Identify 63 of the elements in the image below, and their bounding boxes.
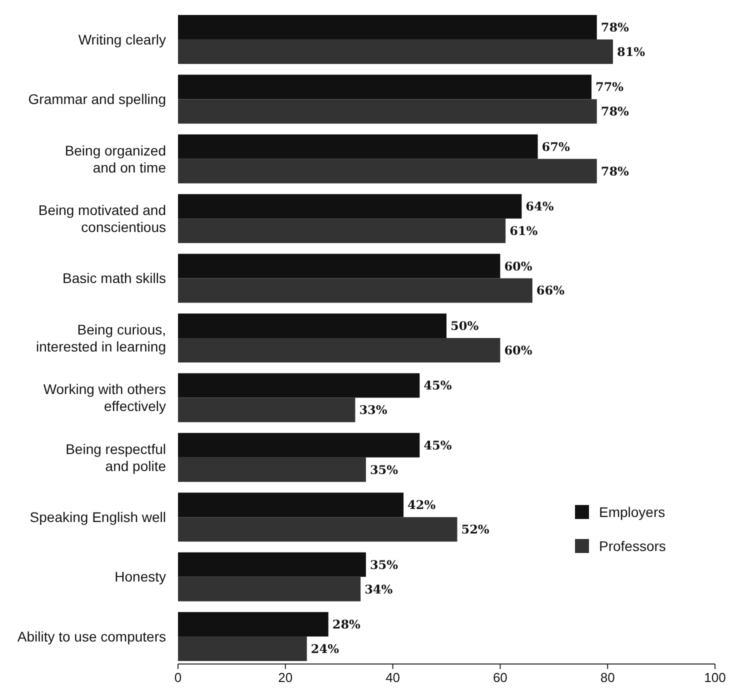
data-label: 24% [310, 642, 340, 656]
bar [178, 636, 307, 662]
legend-label: Employers [599, 504, 666, 520]
data-label: 78% [600, 104, 630, 119]
data-label: 45% [424, 378, 452, 393]
bar [178, 14, 597, 40]
y-tick-label: Working with others effectively [43, 381, 166, 414]
data-label: 78% [600, 20, 630, 34]
data-label: 52% [461, 522, 490, 537]
bar [178, 338, 500, 362]
data-label: 28% [332, 617, 362, 632]
bar [178, 278, 532, 303]
bar [178, 314, 446, 338]
bar [178, 194, 522, 219]
data-label: 45% [424, 438, 452, 452]
y-tick-label: Being organized and on time [64, 142, 166, 176]
bar [178, 552, 366, 577]
data-label: 67% [542, 140, 570, 154]
x-tick-label: 40 [386, 670, 400, 685]
bar [178, 254, 500, 278]
x-tick-label: 60 [492, 670, 508, 685]
bar [178, 398, 356, 422]
data-label: 60% [504, 259, 533, 274]
data-label: 81% [616, 44, 646, 59]
bar [178, 492, 404, 518]
data-label: 34% [364, 582, 394, 596]
y-tick-label: Grammar and spelling [28, 91, 166, 108]
data-label: 66% [536, 284, 566, 298]
x-tick-label: 20 [278, 670, 293, 685]
bar [178, 373, 420, 398]
bar [178, 612, 328, 637]
bar [178, 517, 458, 542]
data-label: 78% [600, 164, 630, 178]
y-tick-label: Being curious, interested in learning [36, 321, 166, 354]
bar [178, 158, 597, 184]
bar [178, 99, 597, 124]
data-label: 42% [408, 498, 436, 512]
data-label: 35% [370, 462, 399, 477]
data-label: 50% [450, 318, 480, 333]
data-label: 35% [370, 558, 399, 572]
x-tick-label: 100 [704, 670, 726, 685]
y-tick-label: Being respectful and polite [66, 440, 166, 474]
x-tick-label: 0 [174, 670, 182, 685]
y-tick-label: Being motivated and conscientious [38, 202, 166, 235]
bar [178, 39, 613, 64]
data-label: 60% [504, 343, 533, 358]
data-label: 64% [526, 200, 554, 214]
y-tick-label: Speaking English well [30, 509, 166, 526]
x-tick-label: 80 [600, 670, 615, 685]
bar [178, 218, 506, 244]
bar [178, 134, 538, 159]
y-tick-label: Ability to use computers [17, 628, 166, 644]
bar [178, 457, 366, 482]
y-tick-label: Honesty [114, 568, 166, 585]
data-label: 61% [510, 224, 538, 238]
y-tick-label: Basic math skills [62, 270, 166, 286]
bar [178, 432, 420, 458]
bar [178, 576, 361, 602]
data-label: 77% [595, 80, 624, 94]
legend-label: Professors [599, 538, 666, 554]
bar [178, 74, 592, 100]
y-tick-label: Writing clearly [78, 31, 166, 48]
data-label: 33% [359, 403, 388, 418]
